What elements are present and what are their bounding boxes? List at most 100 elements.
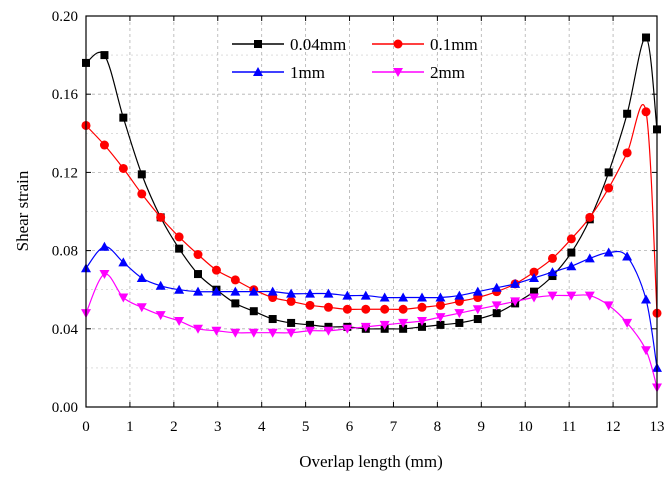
legend-marker xyxy=(393,39,403,49)
data-point xyxy=(604,183,614,193)
data-point xyxy=(230,286,241,296)
data-point xyxy=(156,212,166,222)
data-point xyxy=(305,288,316,298)
data-point xyxy=(342,324,353,334)
data-point xyxy=(286,288,297,298)
data-point xyxy=(398,318,409,328)
legend-label: 0.04mm xyxy=(290,35,346,54)
y-tick-label: 0.08 xyxy=(52,244,78,260)
data-point xyxy=(286,328,297,338)
data-point xyxy=(529,267,539,277)
x-tick-label: 9 xyxy=(478,419,486,435)
data-point xyxy=(566,234,576,244)
data-point xyxy=(567,248,576,257)
data-point xyxy=(136,303,147,313)
data-point xyxy=(379,292,390,302)
data-point xyxy=(99,270,110,280)
data-point xyxy=(99,140,109,150)
data-point xyxy=(361,304,371,314)
data-point xyxy=(547,267,558,277)
data-point xyxy=(472,286,483,296)
data-point xyxy=(323,326,334,336)
data-point xyxy=(417,302,427,312)
data-point xyxy=(418,322,427,331)
plot-frame xyxy=(85,15,658,408)
data-point xyxy=(305,300,315,310)
data-point xyxy=(417,316,428,326)
x-axis-label: Overlap length (mm) xyxy=(299,452,443,471)
data-point xyxy=(306,320,315,329)
x-tick-label: 4 xyxy=(258,419,266,435)
legend-entry: 2mm xyxy=(372,63,465,82)
data-point xyxy=(360,322,371,332)
series-1mm xyxy=(81,241,662,372)
data-point xyxy=(623,109,632,118)
data-point xyxy=(211,326,222,336)
data-point xyxy=(360,290,371,300)
y-tick-label: 0.16 xyxy=(52,87,79,103)
data-point xyxy=(435,313,446,323)
data-point xyxy=(211,286,222,296)
data-point xyxy=(248,286,259,296)
data-point xyxy=(529,293,540,303)
legend-entry: 0.04mm xyxy=(232,35,346,54)
data-point xyxy=(603,247,614,257)
data-point xyxy=(547,291,558,301)
data-point xyxy=(268,315,277,324)
data-point xyxy=(136,272,147,282)
y-tick-label: 0.04 xyxy=(52,322,79,338)
data-point xyxy=(436,320,445,329)
data-point xyxy=(435,292,446,302)
y-tick-label: 0.12 xyxy=(52,165,78,181)
data-point xyxy=(230,328,241,338)
y-tick-label: 0.20 xyxy=(52,9,78,25)
data-point xyxy=(137,170,146,179)
x-tick-label: 1 xyxy=(126,419,134,435)
data-point xyxy=(118,163,128,173)
x-tick-label: 12 xyxy=(606,419,621,435)
x-tick-label: 13 xyxy=(650,419,665,435)
data-point xyxy=(230,275,240,285)
data-point xyxy=(248,328,259,338)
data-point xyxy=(529,272,540,282)
data-point xyxy=(510,297,521,307)
data-point xyxy=(584,291,595,301)
gridlines xyxy=(86,16,657,407)
data-point xyxy=(323,288,334,298)
x-tick-label: 8 xyxy=(434,419,442,435)
data-point xyxy=(155,311,166,321)
x-tick-label: 10 xyxy=(518,419,533,435)
data-point xyxy=(435,300,445,310)
data-point xyxy=(454,290,465,300)
data-point xyxy=(267,286,278,296)
data-point xyxy=(530,287,539,296)
legend-entry: 0.1mm xyxy=(372,35,478,54)
y-axis-label: Shear strain xyxy=(13,170,32,251)
data-point xyxy=(566,291,577,301)
series-layer xyxy=(81,33,662,393)
data-point xyxy=(174,316,185,326)
data-point xyxy=(566,261,577,271)
data-point xyxy=(249,307,258,316)
data-point xyxy=(342,290,353,300)
data-point xyxy=(175,244,184,253)
data-point xyxy=(491,301,502,311)
data-point xyxy=(472,305,483,315)
data-point xyxy=(193,286,204,296)
data-point xyxy=(641,346,652,356)
data-point xyxy=(491,282,502,292)
data-point xyxy=(417,292,428,302)
data-point xyxy=(641,107,651,117)
x-tick-label: 0 xyxy=(82,419,90,435)
data-point xyxy=(323,302,333,312)
data-point xyxy=(398,292,409,302)
data-point xyxy=(473,315,482,324)
data-point xyxy=(119,113,128,122)
data-point xyxy=(455,318,464,327)
data-point xyxy=(99,241,110,251)
data-point xyxy=(211,265,221,275)
legend-label: 2mm xyxy=(430,63,465,82)
x-tick-label: 2 xyxy=(170,419,178,435)
data-point xyxy=(194,270,203,279)
